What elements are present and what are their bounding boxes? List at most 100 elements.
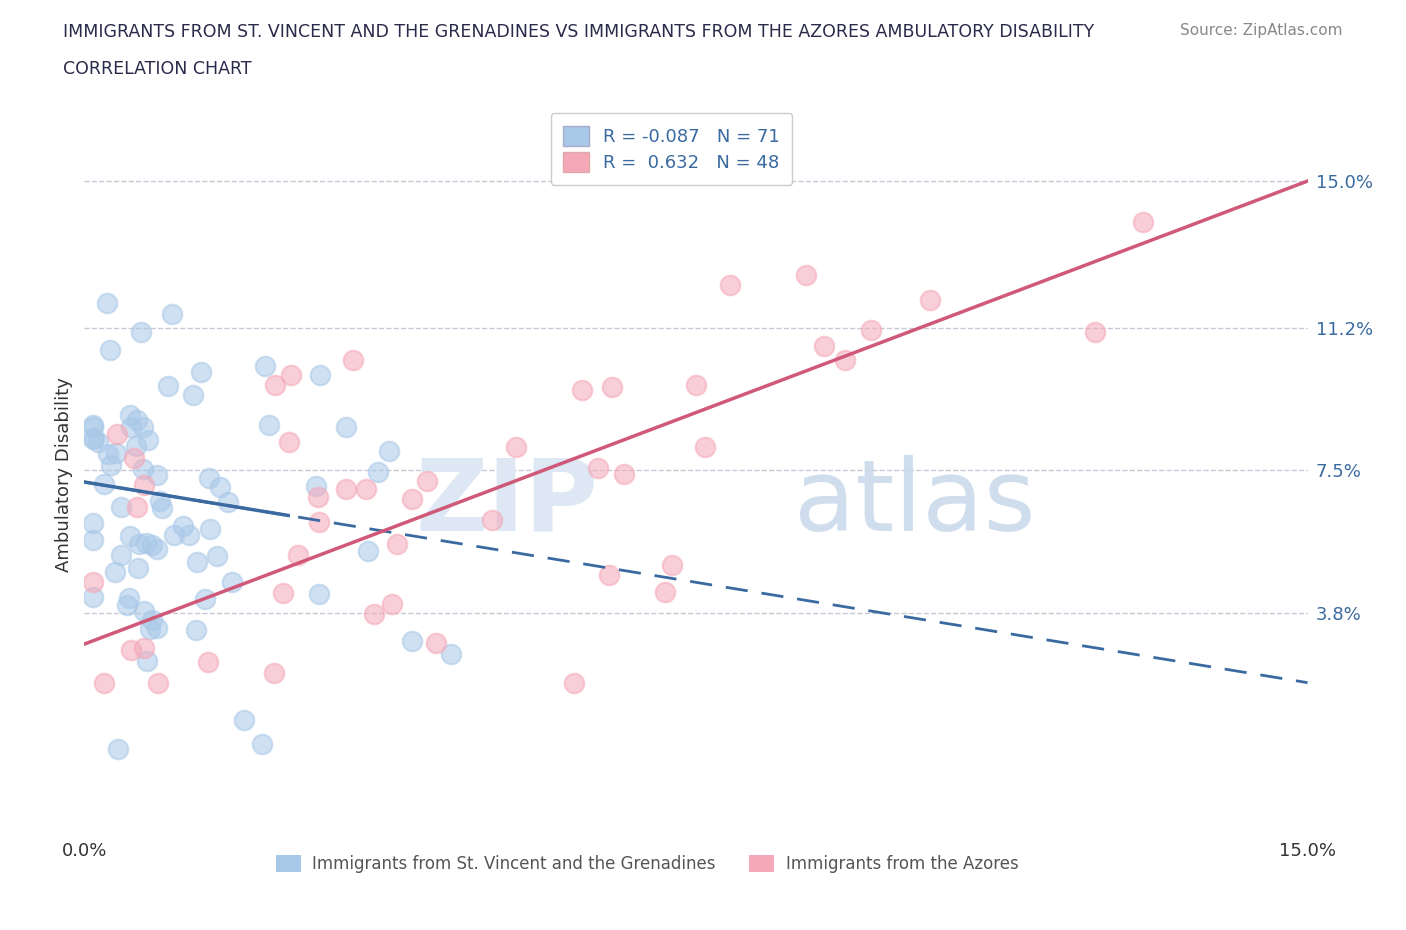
Point xyxy=(134,604,156,618)
Point xyxy=(172,518,194,533)
Point xyxy=(184,622,207,637)
Text: CORRELATION CHART: CORRELATION CHART xyxy=(63,60,252,78)
Point xyxy=(100,458,122,472)
Point xyxy=(232,712,254,727)
Point xyxy=(481,512,503,527)
Point xyxy=(264,378,287,392)
Point xyxy=(93,476,115,491)
Point xyxy=(401,633,423,648)
Text: Source: ZipAtlas.com: Source: ZipAtlas.com xyxy=(1180,23,1343,38)
Point xyxy=(82,575,104,590)
Point xyxy=(718,278,741,293)
Point xyxy=(96,296,118,311)
Point xyxy=(693,439,716,454)
Point xyxy=(198,522,221,537)
Point xyxy=(93,675,115,690)
Point xyxy=(82,533,104,548)
Point xyxy=(136,432,159,447)
Point xyxy=(1084,325,1107,339)
Point xyxy=(125,412,148,427)
Point xyxy=(357,544,380,559)
Point xyxy=(197,655,219,670)
Point xyxy=(156,379,179,393)
Point xyxy=(425,635,447,650)
Point xyxy=(141,538,163,552)
Legend: Immigrants from St. Vincent and the Grenadines, Immigrants from the Azores: Immigrants from St. Vincent and the Gren… xyxy=(269,848,1025,880)
Point xyxy=(129,325,152,339)
Point xyxy=(613,466,636,481)
Point xyxy=(194,591,217,606)
Point xyxy=(367,464,389,479)
Point xyxy=(132,641,155,656)
Point xyxy=(179,527,201,542)
Point xyxy=(600,379,623,394)
Point xyxy=(197,471,219,485)
Point xyxy=(571,382,593,397)
Point xyxy=(562,675,585,690)
Point xyxy=(82,516,104,531)
Point xyxy=(918,292,941,307)
Point xyxy=(163,527,186,542)
Point xyxy=(217,494,239,509)
Point xyxy=(661,557,683,572)
Point xyxy=(860,323,883,338)
Point xyxy=(104,445,127,460)
Point xyxy=(125,499,148,514)
Point xyxy=(416,474,439,489)
Point xyxy=(104,565,127,579)
Point xyxy=(685,378,707,392)
Point xyxy=(252,737,274,751)
Point xyxy=(401,491,423,506)
Point xyxy=(125,439,148,454)
Point xyxy=(115,597,138,612)
Point xyxy=(82,590,104,604)
Point xyxy=(598,567,620,582)
Point xyxy=(308,367,330,382)
Point xyxy=(146,468,169,483)
Point xyxy=(87,435,110,450)
Point xyxy=(149,493,172,508)
Point xyxy=(107,742,129,757)
Point xyxy=(335,481,357,496)
Point xyxy=(834,352,856,367)
Point xyxy=(1132,214,1154,229)
Point xyxy=(440,646,463,661)
Point xyxy=(128,537,150,551)
Point xyxy=(118,591,141,605)
Point xyxy=(181,387,204,402)
Point xyxy=(132,462,155,477)
Y-axis label: Ambulatory Disability: Ambulatory Disability xyxy=(55,377,73,572)
Point xyxy=(124,451,146,466)
Point xyxy=(97,446,120,461)
Point xyxy=(363,606,385,621)
Point xyxy=(141,613,163,628)
Point xyxy=(146,675,169,690)
Point xyxy=(253,359,276,374)
Point xyxy=(82,419,104,434)
Point xyxy=(221,575,243,590)
Point xyxy=(654,584,676,599)
Point xyxy=(308,587,330,602)
Text: atlas: atlas xyxy=(794,455,1035,551)
Point xyxy=(190,365,212,379)
Point xyxy=(586,460,609,475)
Point xyxy=(718,156,741,171)
Point xyxy=(387,537,409,551)
Point xyxy=(118,407,141,422)
Point xyxy=(120,419,142,434)
Point xyxy=(139,621,162,636)
Point xyxy=(98,342,121,357)
Point xyxy=(307,490,329,505)
Point xyxy=(308,515,330,530)
Point xyxy=(146,620,169,635)
Point xyxy=(263,665,285,680)
Point xyxy=(127,561,149,576)
Point xyxy=(132,477,155,492)
Point xyxy=(110,547,132,562)
Text: ZIP: ZIP xyxy=(415,455,598,551)
Point xyxy=(120,643,142,658)
Point xyxy=(110,499,132,514)
Point xyxy=(135,536,157,551)
Point xyxy=(794,268,817,283)
Point xyxy=(83,431,105,445)
